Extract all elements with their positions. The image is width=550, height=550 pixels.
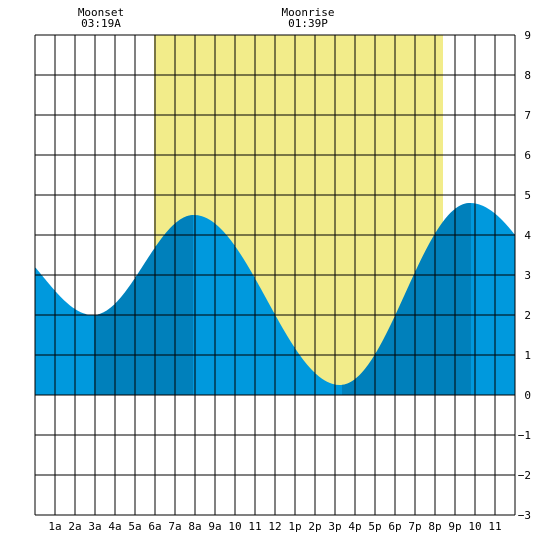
y-tick-label: −3 xyxy=(518,509,531,522)
y-tick-label: 7 xyxy=(524,109,531,122)
x-tick-label: 8a xyxy=(188,520,201,533)
tide-area-dark-band-2 xyxy=(342,203,471,395)
x-tick-label: 12 xyxy=(268,520,281,533)
axes: 1a 2a 3a 4a 5a 6a 7a 8a 9a 10 11 12 1p 2p 3p 4p 5p 6p 7p 8p… xyxy=(48,29,531,533)
x-tick-label: 7a xyxy=(168,520,181,533)
y-tick-label: 3 xyxy=(524,269,531,282)
grid xyxy=(34,34,516,516)
x-tick-label: 4p xyxy=(348,520,361,533)
y-tick-label: 5 xyxy=(524,189,531,202)
y-tick-label: 2 xyxy=(524,309,531,322)
x-tick-label: 10 xyxy=(228,520,241,533)
y-tick-label: 8 xyxy=(524,69,531,82)
x-tick-label: 6p xyxy=(388,520,401,533)
x-tick-label: 3p xyxy=(328,520,341,533)
y-tick-label: −2 xyxy=(518,469,531,482)
x-tick-label: 2a xyxy=(68,520,81,533)
y-tick-label: 6 xyxy=(524,149,531,162)
x-tick-label: 1a xyxy=(48,520,61,533)
y-tick-label: 0 xyxy=(524,389,531,402)
x-tick-label: 11 xyxy=(488,520,501,533)
y-tick-label: 4 xyxy=(524,229,531,242)
x-tick-label: 6a xyxy=(148,520,161,533)
x-tick-label: 9p xyxy=(448,520,461,533)
x-tick-label: 2p xyxy=(308,520,321,533)
x-tick-label: 4a xyxy=(108,520,121,533)
moon-event-time: 01:39P xyxy=(288,17,328,30)
x-tick-label: 11 xyxy=(248,520,261,533)
y-tick-label: −1 xyxy=(518,429,531,442)
x-tick-label: 8p xyxy=(428,520,441,533)
moon-event-time: 03:19A xyxy=(81,17,121,30)
x-tick-label: 5p xyxy=(368,520,381,533)
y-tick-label: 9 xyxy=(524,29,531,42)
x-tick-label: 5a xyxy=(128,520,141,533)
moon-event-name: Moonset xyxy=(78,6,124,19)
x-tick-label: 7p xyxy=(408,520,421,533)
x-tick-label: 3a xyxy=(88,520,101,533)
x-tick-label: 1p xyxy=(288,520,301,533)
tide-area-dark-band-1 xyxy=(94,215,193,395)
x-tick-label: 9a xyxy=(208,520,221,533)
y-tick-label: 1 xyxy=(524,349,531,362)
x-tick-label: 10 xyxy=(468,520,481,533)
moon-event-name: Moonrise xyxy=(282,6,335,19)
